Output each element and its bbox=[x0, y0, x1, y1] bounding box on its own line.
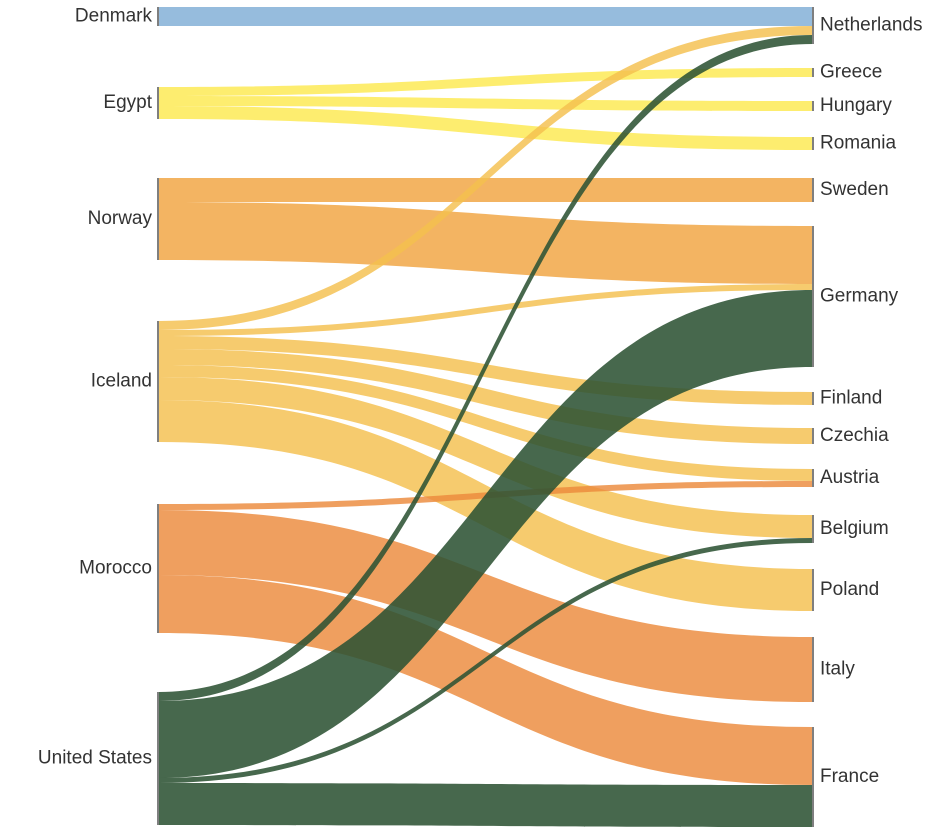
node-czechia[interactable] bbox=[812, 428, 814, 444]
link-united_states-france[interactable] bbox=[159, 783, 812, 827]
node-egypt[interactable] bbox=[157, 87, 159, 119]
label-sweden: Sweden bbox=[820, 179, 889, 200]
label-austria: Austria bbox=[820, 467, 880, 488]
node-netherlands[interactable] bbox=[812, 7, 814, 44]
link-norway-sweden[interactable] bbox=[159, 178, 812, 202]
label-iceland: Iceland bbox=[91, 371, 152, 392]
label-hungary: Hungary bbox=[820, 95, 892, 116]
label-norway: Norway bbox=[88, 208, 153, 229]
link-iceland-belgium[interactable] bbox=[159, 377, 812, 538]
node-denmark[interactable] bbox=[157, 7, 159, 26]
node-norway[interactable] bbox=[157, 178, 159, 260]
label-belgium: Belgium bbox=[820, 518, 889, 539]
label-romania: Romania bbox=[820, 133, 896, 154]
label-france: France bbox=[820, 766, 879, 787]
sankey-nodes bbox=[157, 7, 814, 827]
link-egypt-greece[interactable] bbox=[159, 68, 812, 96]
label-czechia: Czechia bbox=[820, 425, 889, 446]
label-greece: Greece bbox=[820, 62, 882, 83]
label-germany: Germany bbox=[820, 286, 899, 307]
link-united_states-netherlands[interactable] bbox=[159, 35, 812, 701]
link-iceland-austria[interactable] bbox=[159, 365, 812, 481]
link-egypt-romania[interactable] bbox=[159, 106, 812, 150]
label-poland: Poland bbox=[820, 579, 879, 600]
node-greece[interactable] bbox=[812, 68, 814, 77]
node-hungary[interactable] bbox=[812, 101, 814, 111]
link-denmark-netherlands[interactable] bbox=[159, 7, 812, 26]
label-denmark: Denmark bbox=[75, 6, 153, 27]
link-morocco-italy[interactable] bbox=[159, 510, 812, 702]
node-france[interactable] bbox=[812, 727, 814, 827]
sankey-labels: Denmark Egypt Norway Iceland Morocco United S… bbox=[38, 6, 923, 788]
node-iceland[interactable] bbox=[157, 321, 159, 442]
node-morocco[interactable] bbox=[157, 504, 159, 633]
label-united_states: United States bbox=[38, 748, 152, 769]
label-morocco: Morocco bbox=[79, 558, 152, 579]
label-egypt: Egypt bbox=[103, 92, 152, 113]
node-austria[interactable] bbox=[812, 469, 814, 487]
node-poland[interactable] bbox=[812, 569, 814, 611]
link-iceland-netherlands[interactable] bbox=[159, 26, 812, 330]
link-iceland-germany[interactable] bbox=[159, 284, 812, 336]
node-united_states[interactable] bbox=[157, 692, 159, 825]
node-finland[interactable] bbox=[812, 392, 814, 405]
node-belgium[interactable] bbox=[812, 515, 814, 543]
link-united_states-belgium[interactable] bbox=[159, 538, 812, 783]
node-germany[interactable] bbox=[812, 226, 814, 367]
sankey-links bbox=[159, 7, 812, 827]
node-italy[interactable] bbox=[812, 637, 814, 702]
link-united_states-germany[interactable] bbox=[159, 290, 812, 778]
link-norway-germany[interactable] bbox=[159, 202, 812, 284]
node-sweden[interactable] bbox=[812, 178, 814, 202]
link-iceland-czechia[interactable] bbox=[159, 349, 812, 444]
label-finland: Finland bbox=[820, 388, 882, 409]
label-italy: Italy bbox=[820, 659, 855, 680]
node-romania[interactable] bbox=[812, 137, 814, 150]
label-netherlands: Netherlands bbox=[820, 15, 922, 36]
